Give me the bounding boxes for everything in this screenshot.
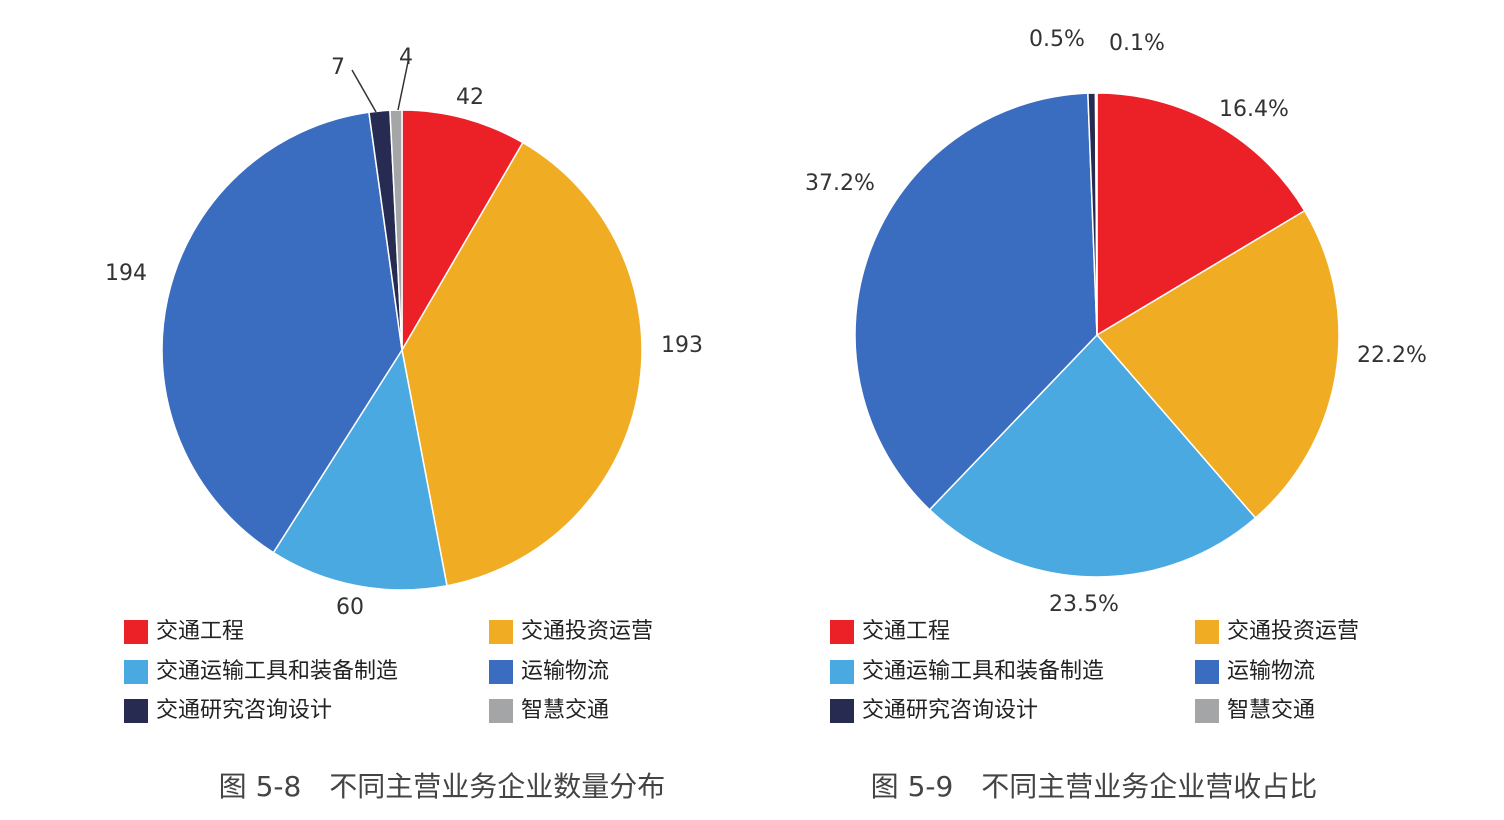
- legend-swatch-0: [124, 620, 148, 644]
- legend-swatch-3: [1195, 660, 1219, 684]
- legend-swatch-0: [830, 620, 854, 644]
- data-label-3: 37.2%: [805, 171, 875, 196]
- legend-label-2: 交通运输工具和装备制造: [862, 659, 1104, 684]
- pie-slice-5: [1094, 92, 1098, 336]
- legend-swatch-3: [489, 660, 513, 684]
- legend-swatch-1: [489, 620, 513, 644]
- legend-swatch-2: [830, 660, 854, 684]
- pie-chart-revenue-share: 16.4% 22.2% 23.5% 37.2% 0.5% 0.1% 交通工程 交通投资运营交通…: [805, 27, 1427, 803]
- pie-slice-3: [161, 111, 403, 554]
- legend-swatch-4: [830, 699, 854, 723]
- data-label-4: 0.5%: [1029, 27, 1085, 52]
- pie-slice-3: [854, 92, 1098, 511]
- pie-slice-0: [1096, 92, 1306, 337]
- legend-label-2: 交通运输工具和装备制造: [156, 659, 398, 684]
- data-label-0: 42: [456, 85, 484, 110]
- legend-label-5: 智慧交通: [1227, 698, 1315, 723]
- legend-label-1: 交通投资运营: [1227, 619, 1359, 644]
- legend-label-3: 运输物流: [521, 659, 609, 684]
- legend-label-0: 交通工程: [156, 619, 244, 644]
- pie-slice-1: [1095, 209, 1340, 519]
- legend-label-5: 智慧交通: [521, 698, 609, 723]
- leader-line-5: [397, 61, 409, 111]
- legend-label-4: 交通研究咨询设计: [862, 698, 1038, 723]
- data-label-4: 7: [331, 55, 345, 80]
- legend-swatch-2: [124, 660, 148, 684]
- chart-caption: 图 5-8 不同主营业务企业数量分布: [219, 770, 666, 803]
- legend-swatch-4: [124, 699, 148, 723]
- pie-slice-2: [272, 347, 448, 591]
- data-label-3: 194: [105, 261, 147, 286]
- legend-swatch-1: [1195, 620, 1219, 644]
- leader-line-4: [351, 69, 377, 113]
- pie-slice-2: [928, 333, 1257, 578]
- data-label-1: 193: [661, 333, 703, 358]
- data-label-2: 23.5%: [1049, 592, 1119, 617]
- data-label-0: 16.4%: [1219, 97, 1289, 122]
- legend-swatch-5: [489, 699, 513, 723]
- data-label-5: 0.1%: [1109, 31, 1165, 56]
- data-label-5: 4: [399, 45, 413, 70]
- pie-slice-0: [401, 109, 524, 353]
- legend-swatch-5: [1195, 699, 1219, 723]
- legend-label-0: 交通工程: [862, 619, 950, 644]
- data-label-2: 60: [336, 595, 364, 620]
- legend-label-1: 交通投资运营: [521, 619, 653, 644]
- pie-slice-5: [389, 109, 403, 351]
- legend-label-4: 交通研究咨询设计: [156, 698, 332, 723]
- chart-caption: 图 5-9 不同主营业务企业营收占比: [871, 770, 1318, 803]
- data-label-1: 22.2%: [1357, 343, 1427, 368]
- legend-label-3: 运输物流: [1227, 659, 1315, 684]
- pie-slice-1: [401, 141, 643, 587]
